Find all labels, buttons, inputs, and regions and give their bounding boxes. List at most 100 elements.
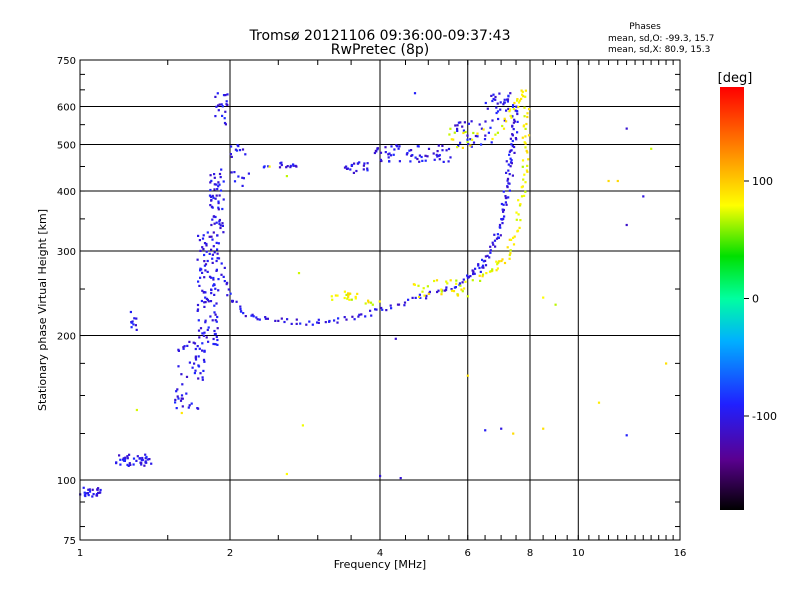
echo-point (268, 165, 271, 168)
x-axis-ticks: 1 2 4 6 8 10 16 (77, 60, 687, 559)
echo-point (526, 170, 529, 173)
echo-point (494, 133, 497, 136)
echo-point (511, 139, 514, 143)
echo-point (216, 252, 219, 255)
echo-point (616, 179, 619, 183)
stats-line1: mean, sd,O: -99.3, 15.7 (608, 34, 714, 44)
echo-point (524, 89, 527, 92)
echo-point (209, 174, 212, 177)
echo-point (370, 314, 373, 317)
echo-point (150, 462, 153, 465)
echo-point (398, 160, 401, 163)
echo-point (521, 165, 524, 168)
echo-point (292, 163, 295, 166)
echo-point (210, 292, 213, 295)
echo-point (181, 397, 184, 400)
echo-point (472, 131, 475, 135)
echo-point (498, 92, 501, 95)
echo-point (216, 338, 219, 342)
echo-point (516, 229, 520, 232)
echo-point (421, 159, 424, 162)
echo-point (416, 145, 419, 148)
echo-point (258, 318, 261, 321)
echo-point (514, 109, 517, 112)
echo-point (512, 104, 515, 107)
echo-point (500, 202, 503, 206)
echo-point (122, 457, 125, 460)
echo-point (504, 195, 507, 198)
echo-point (414, 156, 417, 159)
echo-point (224, 94, 227, 97)
echo-point (491, 137, 494, 141)
echo-point (517, 105, 520, 109)
echo-point (467, 275, 470, 278)
y-tick-label: 100 (57, 476, 76, 487)
echo-point (554, 303, 557, 306)
x-tick-label: 16 (674, 548, 687, 559)
echo-point (515, 218, 518, 221)
echo-point (514, 137, 517, 140)
echo-point (505, 203, 508, 206)
echo-point (200, 299, 203, 303)
echo-point (462, 278, 465, 281)
echo-point (115, 462, 118, 465)
echo-point (353, 162, 356, 165)
echo-point (91, 495, 94, 498)
echo-point (478, 274, 481, 277)
echo-point (542, 427, 545, 430)
echo-point (216, 343, 219, 346)
echo-point (198, 239, 201, 242)
echo-point (262, 166, 265, 169)
echo-point (496, 263, 499, 266)
echo-point (188, 404, 191, 407)
echo-point (328, 320, 331, 323)
echo-point (450, 138, 453, 141)
echo-point (224, 110, 227, 113)
echo-point (474, 134, 477, 138)
echo-point (132, 323, 135, 326)
echo-point (188, 361, 191, 364)
echo-point (494, 245, 497, 248)
echo-point (294, 164, 297, 167)
echo-point (490, 270, 493, 273)
echo-point (196, 303, 200, 307)
echo-point (211, 257, 214, 260)
echo-point (241, 148, 245, 151)
echo-point (289, 164, 292, 167)
echo-point (445, 280, 448, 283)
echo-point (267, 165, 270, 168)
echo-point (196, 258, 199, 261)
echo-point (505, 109, 508, 112)
echo-point (203, 331, 206, 334)
echo-point (467, 122, 470, 125)
echo-point (436, 155, 439, 158)
echo-point (403, 301, 407, 304)
echo-point (418, 154, 421, 157)
echo-point (280, 163, 283, 167)
echo-point (456, 127, 459, 130)
echo-point (215, 335, 218, 338)
y-tick-label: 750 (57, 56, 76, 67)
echo-point (196, 309, 199, 312)
echo-point (207, 300, 210, 303)
echo-point (138, 457, 141, 460)
echo-point (218, 183, 221, 186)
echo-point (503, 98, 506, 101)
echo-point (244, 153, 247, 156)
echo-point (241, 176, 244, 179)
echo-point (350, 298, 353, 301)
echo-point (408, 149, 411, 152)
echo-point (508, 238, 511, 241)
echo-point (206, 328, 209, 331)
echo-point (516, 112, 519, 116)
echo-point (491, 241, 494, 244)
echo-point (355, 169, 358, 173)
echo-point (517, 213, 520, 216)
echo-point (440, 288, 443, 291)
echo-point (237, 175, 240, 178)
echo-point (358, 313, 361, 316)
echo-point (469, 144, 472, 147)
echo-point (214, 115, 217, 118)
echo-point (216, 92, 219, 95)
